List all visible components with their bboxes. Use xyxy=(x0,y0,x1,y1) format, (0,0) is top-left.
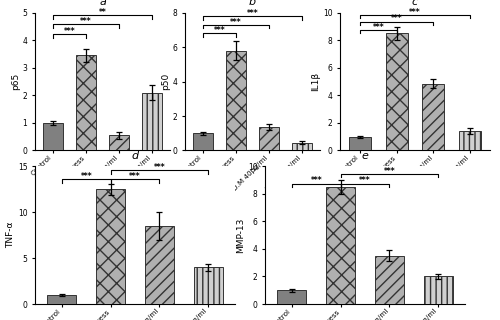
Text: d: d xyxy=(132,151,138,161)
Bar xyxy=(43,123,63,150)
Text: ***: *** xyxy=(214,26,226,35)
Text: ***: *** xyxy=(359,176,371,185)
Text: ***: *** xyxy=(246,9,258,18)
Y-axis label: IL1β: IL1β xyxy=(311,72,320,91)
Y-axis label: MMP-13: MMP-13 xyxy=(236,218,245,253)
Bar xyxy=(326,187,355,304)
Text: ***: *** xyxy=(129,172,141,181)
Text: a: a xyxy=(99,0,106,7)
Text: ***: *** xyxy=(384,167,395,176)
Y-axis label: p65: p65 xyxy=(10,73,20,90)
Bar xyxy=(96,189,125,304)
Bar xyxy=(194,267,223,304)
Text: ***: *** xyxy=(372,23,384,32)
Bar xyxy=(76,55,96,150)
Bar xyxy=(292,143,312,150)
Text: e: e xyxy=(362,151,368,161)
Text: ***: *** xyxy=(64,27,76,36)
Bar xyxy=(145,226,174,304)
Text: ***: *** xyxy=(80,17,92,26)
Text: b: b xyxy=(249,0,256,7)
Bar xyxy=(277,290,306,304)
Bar xyxy=(109,135,129,150)
Text: c: c xyxy=(412,0,418,7)
Bar xyxy=(386,33,407,150)
Bar xyxy=(459,131,481,150)
Bar xyxy=(142,92,162,150)
Bar xyxy=(193,133,213,150)
Bar xyxy=(375,256,404,304)
Bar xyxy=(349,137,371,150)
Text: ***: *** xyxy=(154,163,165,172)
Bar xyxy=(259,127,279,150)
Text: ***: *** xyxy=(310,176,322,185)
Text: ***: *** xyxy=(409,8,421,17)
Text: **: ** xyxy=(98,8,106,17)
Bar xyxy=(424,276,453,304)
Bar xyxy=(422,84,444,150)
Text: ***: *** xyxy=(80,172,92,181)
Bar xyxy=(47,295,76,304)
Text: ***: *** xyxy=(391,14,402,23)
Text: ***: *** xyxy=(230,18,242,27)
Y-axis label: TNF-α: TNF-α xyxy=(6,222,15,248)
Y-axis label: p50: p50 xyxy=(160,73,170,90)
Bar xyxy=(226,51,246,150)
